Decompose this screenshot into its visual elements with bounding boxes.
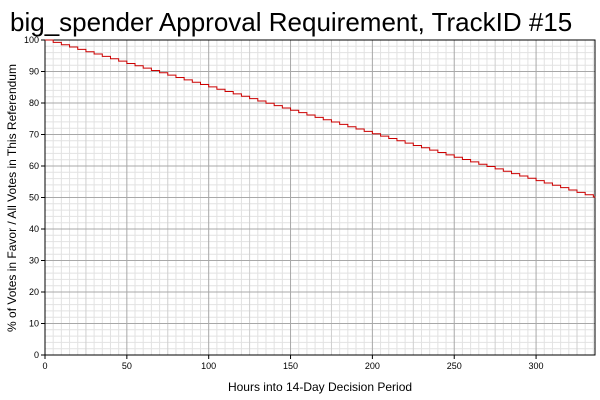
y-tick-label: 100 <box>24 35 39 45</box>
x-tick-label: 250 <box>447 361 462 371</box>
y-axis-label: % of Votes in Favor / All Votes in This … <box>5 64 19 332</box>
x-tick-label: 0 <box>42 361 47 371</box>
x-tick-label: 100 <box>201 361 216 371</box>
y-tick-label: 60 <box>29 161 39 171</box>
chart-title: big_spender Approval Requirement, TrackI… <box>10 7 572 37</box>
x-tick-label: 150 <box>283 361 298 371</box>
x-axis-ticks: 0 50 100 150 200 250 300 <box>42 355 544 371</box>
y-tick-label: 50 <box>29 193 39 203</box>
x-tick-label: 200 <box>365 361 380 371</box>
y-axis-ticks: 0 10 20 30 40 50 60 70 80 90 100 <box>24 35 45 360</box>
y-tick-label: 0 <box>34 350 39 360</box>
x-axis-label: Hours into 14-Day Decision Period <box>228 380 412 394</box>
y-tick-label: 40 <box>29 224 39 234</box>
y-tick-label: 30 <box>29 256 39 266</box>
y-tick-label: 90 <box>29 67 39 77</box>
y-tick-label: 10 <box>29 319 39 329</box>
y-tick-label: 20 <box>29 287 39 297</box>
x-tick-label: 300 <box>529 361 544 371</box>
approval-threshold-line <box>45 39 596 198</box>
y-tick-label: 70 <box>29 130 39 140</box>
y-tick-label: 80 <box>29 98 39 108</box>
major-grid <box>45 40 595 355</box>
x-tick-label: 50 <box>122 361 132 371</box>
